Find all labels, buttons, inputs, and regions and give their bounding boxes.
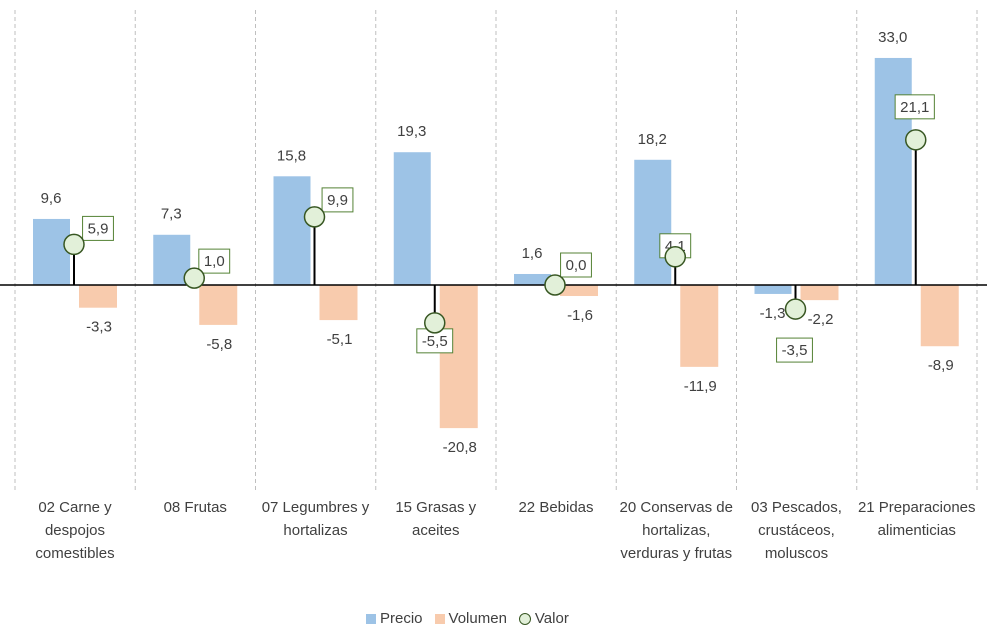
value-label-box: 5,9 [82, 215, 114, 241]
value-label-box: 21,1 [894, 94, 935, 120]
x-tick-label: 20 Conservas de hortalizas, verduras y f… [619, 499, 733, 562]
data-label: -20,8 [443, 439, 477, 456]
x-tick-label: 07 Legumbres y hortalizas [261, 499, 370, 539]
label-box [321, 187, 354, 213]
data-label: -5,8 [206, 336, 232, 353]
data-label: -5,1 [327, 331, 353, 348]
value-label-box: 0,0 [560, 252, 592, 278]
legend-swatch [434, 613, 445, 624]
data-label: 19,3 [397, 123, 426, 140]
data-label: 7,3 [161, 206, 182, 223]
bar [634, 159, 672, 285]
data-label: 33,0 [878, 29, 907, 46]
label-box [198, 248, 231, 274]
bar [199, 285, 238, 325]
x-tick-label: 22 Bebidas [518, 499, 594, 516]
data-label: -1,3 [760, 305, 786, 322]
data-label: -3,5 [782, 342, 808, 359]
data-label: 9,6 [41, 190, 62, 207]
bar [920, 285, 959, 347]
marker [303, 206, 326, 228]
x-tick-label: 02 Carne y despojos comestibles [35, 499, 115, 562]
legend-label: Valor [534, 610, 569, 627]
data-label: 9,9 [327, 192, 348, 209]
data-label: 21,1 [900, 99, 929, 116]
marker [664, 246, 686, 268]
bar [800, 285, 839, 301]
marker [424, 312, 446, 334]
value-label-box: 9,9 [321, 187, 354, 213]
x-tick-label: 21 Preparaciones alimenticias [857, 499, 976, 539]
marker [905, 129, 927, 151]
data-label: 1,6 [522, 245, 543, 262]
marker [784, 298, 807, 320]
data-label: 18,2 [638, 131, 667, 148]
x-tick-label: 15 Grasas y aceites [395, 499, 477, 539]
value-label-box: -3,5 [776, 337, 813, 363]
bar [439, 285, 478, 429]
bar [560, 285, 598, 297]
legend: Precio Volumen Valor [366, 610, 581, 627]
bar [393, 152, 431, 285]
label-box [776, 337, 813, 363]
label-box [894, 94, 935, 120]
bar [273, 176, 311, 285]
bar [514, 273, 551, 285]
data-label: 15,8 [277, 147, 306, 164]
bar [754, 285, 792, 294]
label-box [82, 215, 114, 241]
marker [544, 274, 566, 296]
data-label: -11,9 [684, 378, 717, 395]
data-label: 1,0 [204, 253, 225, 270]
bar [680, 285, 719, 367]
data-label: -2,2 [808, 311, 834, 328]
x-tick-label: 03 Pescados, crustáceos, moluscos [751, 499, 842, 562]
data-label: 5,9 [88, 220, 109, 237]
bar [874, 57, 912, 286]
legend-swatch [366, 613, 376, 624]
data-label: 0,0 [566, 257, 587, 274]
value-label-box: 1,0 [198, 248, 231, 274]
bar [79, 285, 117, 308]
bar [33, 218, 70, 285]
label-box [560, 252, 592, 278]
marker [183, 267, 205, 289]
legend-label: Precio [380, 610, 423, 627]
legend-label: Volumen [448, 610, 507, 627]
x-tick-label: 08 Frutas [163, 499, 227, 516]
marker [63, 233, 85, 256]
data-label: -5,5 [422, 333, 448, 350]
value-label-box: -5,5 [416, 328, 454, 354]
legend-swatch [518, 612, 531, 625]
data-label: -3,3 [86, 319, 112, 336]
data-label: -1,6 [567, 307, 593, 324]
data-label: -8,9 [928, 357, 954, 374]
bar [319, 285, 358, 321]
